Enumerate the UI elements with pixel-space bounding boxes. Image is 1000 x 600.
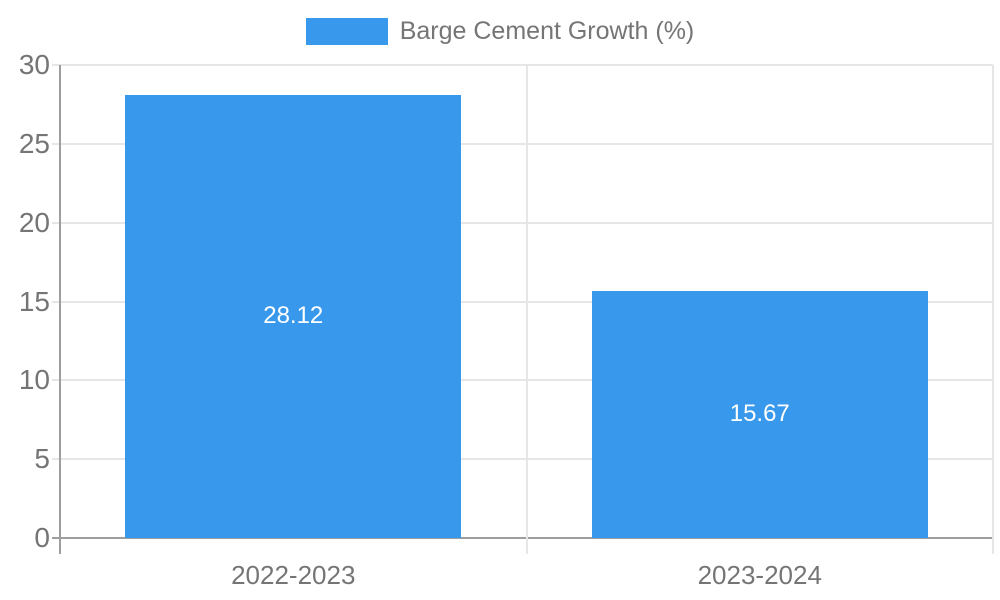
bar: 28.12	[125, 94, 462, 538]
y-gridline	[52, 458, 993, 461]
chart-legend: Barge Cement Growth (%)	[0, 17, 1000, 46]
bar: 15.67	[591, 290, 928, 538]
y-gridline	[52, 300, 993, 303]
x-tick-label: 2023-2024	[697, 560, 822, 590]
y-tick-label: 0	[34, 522, 50, 553]
y-tick-label: 15	[18, 285, 50, 317]
y-tick-label: 25	[18, 127, 50, 159]
y-gridline	[52, 64, 993, 66]
y-gridline	[52, 221, 993, 224]
x-axis-line	[52, 537, 993, 539]
y-gridline	[52, 379, 993, 382]
x-tick-label: 2022-2023	[231, 560, 356, 590]
y-axis-line	[59, 65, 61, 554]
legend-swatch	[305, 18, 388, 45]
y-tick-label: 30	[18, 49, 50, 80]
y-tick-label: 20	[18, 206, 50, 238]
category-divider	[525, 65, 528, 554]
y-tick-label: 10	[18, 364, 50, 396]
plot-right-border	[992, 65, 994, 554]
y-gridline	[52, 142, 993, 145]
bar-value-label: 28.12	[263, 302, 324, 330]
legend-label: Barge Cement Growth (%)	[399, 17, 695, 45]
y-tick-label: 5	[34, 443, 50, 475]
bar-value-label: 15.67	[729, 400, 790, 428]
